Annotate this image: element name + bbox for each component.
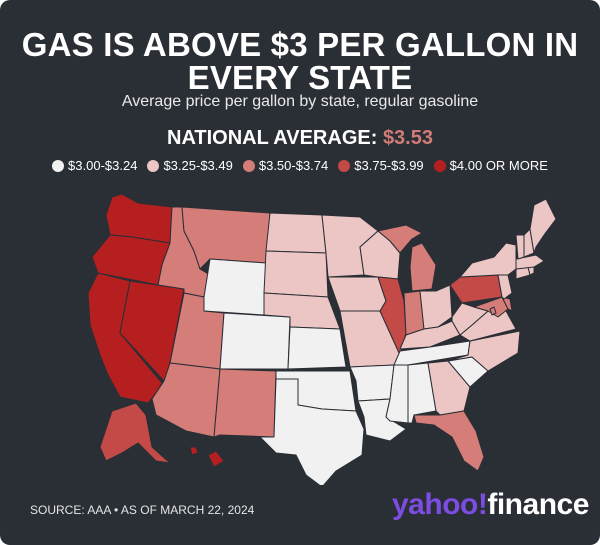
state-NY xyxy=(459,242,517,278)
legend: $3.00-$3.24 $3.25-$3.49 $3.50-$3.74 $3.7… xyxy=(0,158,600,174)
title-line-2: EVERY STATE xyxy=(187,59,413,96)
logo-mark: ! xyxy=(477,488,488,521)
legend-swatch xyxy=(147,160,160,172)
legend-item: $3.75-$3.99 xyxy=(338,158,424,174)
state-MD xyxy=(473,296,509,318)
state-NM xyxy=(213,368,277,438)
state-AR xyxy=(349,364,395,402)
state-HI-big-island xyxy=(207,450,225,468)
legend-swatch xyxy=(242,160,255,172)
state-MI-lower xyxy=(409,242,437,292)
us-gas-price-map xyxy=(87,193,557,485)
state-SD xyxy=(263,250,329,298)
legend-swatch xyxy=(52,160,65,172)
legend-label: $3.75-$3.99 xyxy=(354,158,424,173)
state-WV xyxy=(451,302,489,336)
state-HI xyxy=(189,446,199,456)
state-CO xyxy=(219,312,291,370)
state-WY xyxy=(203,258,267,316)
state-AK xyxy=(99,402,171,464)
state-KY xyxy=(399,320,461,350)
legend-label: $3.00-$3.24 xyxy=(68,158,138,173)
state-KS xyxy=(287,326,347,370)
national-average-label: NATIONAL AVERAGE: xyxy=(167,127,378,149)
national-average: NATIONAL AVERAGE: $3.53 xyxy=(0,127,600,150)
source-note: SOURCE: AAA • AS OF MARCH 22, 2024 xyxy=(30,503,255,517)
state-TX xyxy=(259,378,365,485)
logo-brand: yahoo xyxy=(392,488,478,521)
state-ME xyxy=(529,198,557,254)
logo-product: finance xyxy=(487,488,589,521)
state-DE xyxy=(501,296,513,312)
state-OH xyxy=(419,284,453,330)
legend-item: $3.00-$3.24 xyxy=(52,158,137,174)
legend-item: $3.25-$3.49 xyxy=(147,158,233,174)
yahoo-finance-logo: yahoo!finance xyxy=(392,488,589,522)
legend-swatch xyxy=(338,160,351,172)
state-DC xyxy=(489,306,497,316)
state-PA xyxy=(449,274,503,304)
legend-label: $4.00 OR MORE xyxy=(449,158,548,173)
legend-swatch xyxy=(433,160,446,172)
state-MI xyxy=(377,224,423,254)
subtitle: Average price per gallon by state, regul… xyxy=(121,93,479,110)
legend-label: $3.50-$3.74 xyxy=(258,158,329,173)
state-IA xyxy=(327,276,387,312)
title-line-1: GAS IS ABOVE $3 PER GALLON IN xyxy=(21,26,579,63)
national-average-value: $3.53 xyxy=(382,127,433,149)
state-ND xyxy=(265,212,327,254)
page-title: GAS IS ABOVE $3 PER GALLON IN EVERY STAT… xyxy=(0,28,600,94)
legend-label: $3.25-$3.49 xyxy=(163,158,233,173)
state-MA xyxy=(515,254,545,270)
state-FL xyxy=(413,410,485,472)
legend-item: $3.50-$3.74 xyxy=(242,158,329,174)
state-VT xyxy=(515,234,525,260)
legend-item: $4.00 OR MORE xyxy=(433,158,548,174)
